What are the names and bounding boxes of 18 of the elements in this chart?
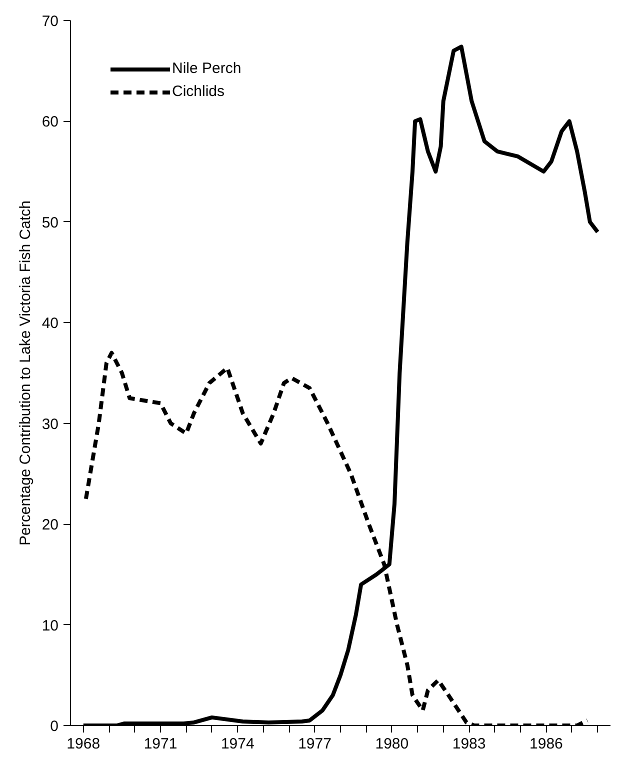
y-tick-label: 50 (42, 214, 59, 232)
y-tick-label: 10 (42, 617, 59, 634)
x-tick-label: 1986 (530, 736, 563, 752)
y-tick-label: 30 (42, 416, 59, 433)
legend-label: Cichlids (172, 83, 225, 100)
x-tick-label: 1971 (144, 736, 178, 752)
y-axis-title: Percentage Contribution to Lake Victoria Fish Catch (16, 200, 34, 546)
y-tick-label: 20 (42, 516, 59, 534)
x-tick-label: 1974 (220, 736, 254, 752)
y-tick-label: 60 (42, 114, 59, 131)
y-tick-label: 70 (42, 13, 59, 30)
y-tick-label: 0 (50, 718, 58, 735)
x-tick-label: 1977 (298, 736, 332, 752)
x-tick-label: 1983 (452, 736, 486, 752)
x-tick-label: 1980 (375, 736, 409, 752)
y-tick-label: 40 (42, 315, 59, 332)
x-tick-label: 1968 (66, 736, 100, 752)
legend-label: Nile Perch (172, 60, 242, 77)
